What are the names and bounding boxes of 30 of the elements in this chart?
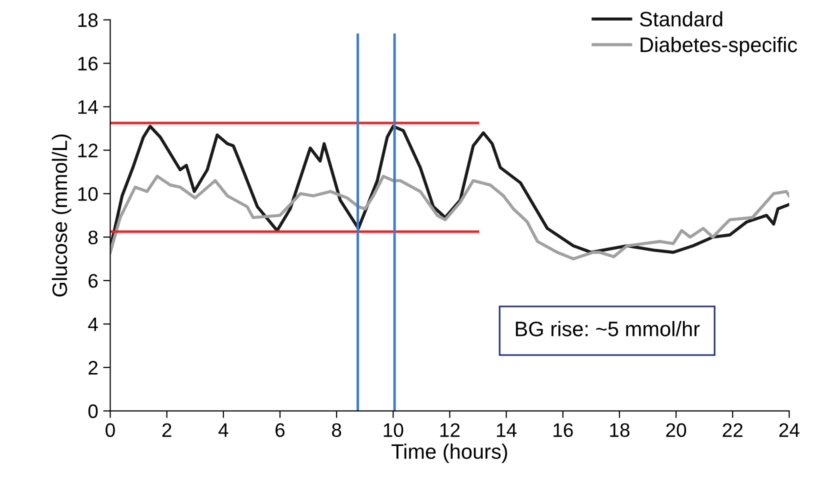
x-tick-label: 10 <box>384 423 404 438</box>
legend-label: Diabetes-specific <box>640 36 798 56</box>
x-tick-label: 2 <box>162 423 172 437</box>
line-series <box>110 124 790 254</box>
y-tick-label: 0 <box>88 404 98 418</box>
y-tick-label: 14 <box>78 100 98 114</box>
x-tick-label: 24 <box>779 423 800 437</box>
x-tick-label: 4 <box>218 423 228 437</box>
x-tick-label: 14 <box>496 423 517 437</box>
y-tick-label: 6 <box>88 274 98 288</box>
y-tick-label: 12 <box>78 144 98 158</box>
y-tick-label: 8 <box>88 230 98 244</box>
x-tick-label: 20 <box>666 423 686 438</box>
y-tick-label: 18 <box>78 13 98 28</box>
x-tick-label: 16 <box>554 423 573 438</box>
x-tick-label: 8 <box>332 423 342 438</box>
y-tick-label: 2 <box>88 360 98 375</box>
legend-label: Standard <box>640 11 722 27</box>
x-tick-label: 0 <box>106 423 115 438</box>
x-tick-label: 18 <box>610 423 630 438</box>
x-tick-label: 22 <box>722 423 742 437</box>
x-tick-label: 6 <box>276 423 285 438</box>
line-series <box>110 174 790 260</box>
annotation: BG rise: ~5 mmol/hr <box>516 321 700 336</box>
y-axis-title: Glucose (mmol/L) <box>52 134 72 297</box>
x-axis-title: Time (hours) <box>392 444 508 464</box>
y-tick-label: 4 <box>88 318 98 332</box>
y-tick-label: 10 <box>78 187 98 201</box>
x-tick-label: 12 <box>440 423 460 437</box>
y-tick-label: 16 <box>78 56 98 71</box>
